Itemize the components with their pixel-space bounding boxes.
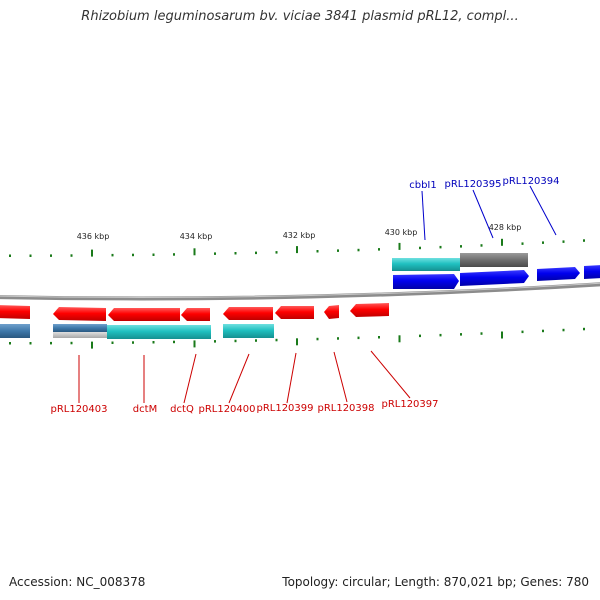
label-dctQ[interactable]: dctQ: [170, 404, 194, 415]
label-pRL120400[interactable]: pRL120400: [198, 404, 255, 415]
scale-label-434: 434 kbp: [180, 232, 213, 241]
feature-cyan-reverse-pRL120400[interactable]: [223, 324, 274, 338]
topology-summary: Topology: circular; Length: 870,021 bp; …: [282, 575, 589, 589]
scale-labels: 436 kbp 434 kbp 432 kbp 430 kbp 428 kbp: [77, 223, 522, 241]
label-pRL120395[interactable]: pRL120395: [444, 179, 501, 190]
label-pRL120397[interactable]: pRL120397: [381, 399, 438, 410]
label-pRL120398[interactable]: pRL120398: [317, 403, 374, 414]
gene-dctM[interactable]: [108, 308, 180, 321]
gene-pRL120395[interactable]: [460, 270, 529, 286]
gene-pRL120403[interactable]: [53, 307, 106, 321]
scale-ticks-outer: [9, 238, 585, 257]
gene-pRL120399[interactable]: [275, 306, 314, 319]
gene-pRL120394[interactable]: [537, 267, 580, 281]
scale-label-432: 432 kbp: [283, 231, 316, 240]
scale-ticks-inner: [9, 327, 585, 349]
feature-cyan-reverse-dctM[interactable]: [107, 325, 180, 339]
gene-dctQ[interactable]: [181, 308, 210, 321]
callout-lines-reverse: [78, 350, 411, 404]
callout-lines-forward: [421, 185, 557, 241]
label-pRL120403[interactable]: pRL120403: [50, 404, 107, 415]
feature-cyan-reverse-dctQ[interactable]: [180, 325, 211, 339]
feature-steel-reverse[interactable]: [0, 324, 30, 338]
scale-label-428: 428 kbp: [489, 223, 522, 232]
feature-cyan-forward[interactable]: [392, 258, 460, 271]
gene-pRL120400[interactable]: [223, 307, 273, 320]
accession-text: Accession: NC_008378: [9, 575, 146, 589]
backbone-highlight: [0, 282, 600, 298]
label-dctM[interactable]: dctM: [133, 404, 157, 415]
gene-cbbI1[interactable]: [393, 274, 459, 289]
label-pRL120394[interactable]: pRL120394: [502, 176, 559, 187]
map-title: Rhizobium leguminosarum bv. viciae 3841 …: [81, 9, 519, 24]
label-cbbI1[interactable]: cbbI1: [409, 180, 437, 191]
gene-offscreen-reverse[interactable]: [0, 305, 30, 319]
feature-silver-reverse[interactable]: [53, 332, 107, 338]
gene-pRL120398[interactable]: [324, 305, 339, 319]
feature-steel-reverse-2[interactable]: [53, 324, 107, 332]
feature-gray-forward[interactable]: [460, 253, 528, 267]
gene-pRL120397[interactable]: [350, 303, 389, 317]
scale-label-436: 436 kbp: [77, 232, 110, 241]
label-pRL120399[interactable]: pRL120399: [256, 403, 313, 414]
gene-offscreen-forward[interactable]: [584, 265, 600, 279]
scale-label-430: 430 kbp: [385, 228, 418, 237]
backbone-track: [0, 282, 600, 301]
